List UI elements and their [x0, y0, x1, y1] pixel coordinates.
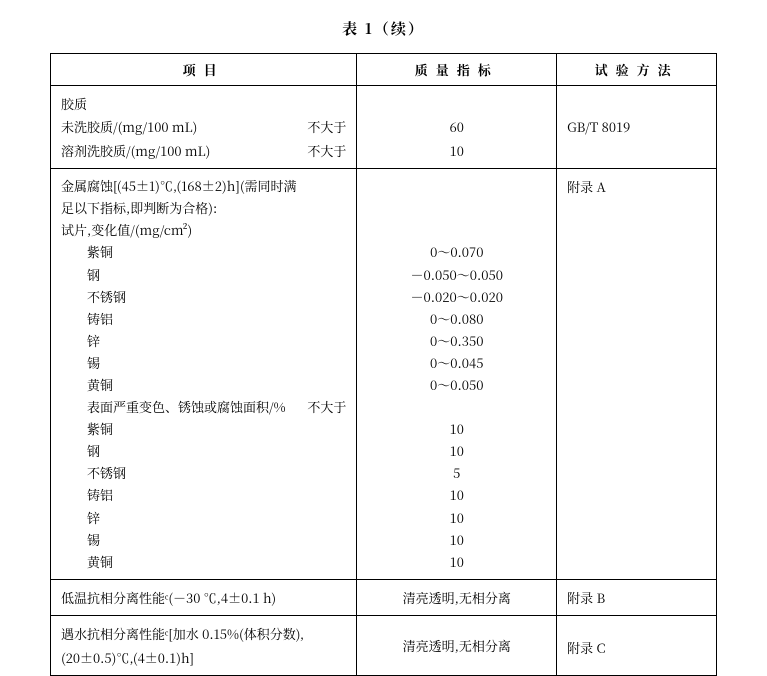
corrosion-value-16: 10 — [367, 529, 546, 551]
corrosion-item-6: 铸铝 — [61, 308, 113, 330]
corrosion-item-0: 金属腐蚀[(45±1)℃,(168±2)h](需同时满 — [61, 175, 297, 197]
corrosion-item-5: 不锈钢 — [61, 286, 126, 308]
row-corrosion: 金属腐蚀[(45±1)℃,(168±2)h](需同时满足以下指标,即判断为合格)… — [51, 169, 717, 580]
corrosion-value-12: 10 — [367, 440, 546, 462]
corrosion-item-10: 表面严重变色、锈蚀或腐蚀面积/% — [61, 396, 286, 418]
corrosion-item-9: 黄铜 — [61, 374, 113, 396]
corrosion-item-7: 锌 — [61, 330, 100, 352]
corrosion-item-16: 锡 — [61, 529, 100, 551]
corrosion-value-2 — [367, 219, 546, 241]
corrosion-item-2: 试片,变化值/(mg/cm²) — [61, 219, 192, 241]
gum-unwashed-label: 未洗胶质/(mg/100 mL) — [61, 115, 197, 138]
corrosion-value-4: －0.050～0.050 — [367, 264, 546, 286]
corrosion-item-17: 黄铜 — [61, 551, 113, 573]
water-method: 附录 C — [567, 638, 605, 657]
row-gum: 胶质 未洗胶质/(mg/100 mL) 不大于 溶剂洗胶质/(mg/100 mL… — [51, 86, 717, 169]
corrosion-value-1 — [367, 197, 546, 219]
gum-unwashed-qualifier: 不大于 — [307, 115, 346, 138]
corrosion-value-8: 0～0.045 — [367, 352, 546, 374]
corrosion-value-10 — [367, 396, 546, 418]
corrosion-item-11: 紫铜 — [61, 418, 113, 440]
header-value: 质量指标 — [357, 54, 557, 86]
corrosion-item-10-qualifier: 不大于 — [307, 396, 346, 418]
corrosion-value-3: 0～0.070 — [367, 241, 546, 263]
corrosion-item-15: 锌 — [61, 507, 100, 529]
corrosion-item-1: 足以下指标,即判断为合格): — [61, 197, 217, 219]
header-method: 试验方法 — [557, 54, 717, 86]
spec-table: 项目 质量指标 试验方法 胶质 未洗胶质/(mg/100 mL) 不大于 溶剂 — [50, 53, 717, 676]
corrosion-item-12: 钢 — [61, 440, 100, 462]
corrosion-value-15: 10 — [367, 507, 546, 529]
corrosion-value-5: －0.020～0.020 — [367, 286, 546, 308]
corrosion-value-7: 0～0.350 — [367, 330, 546, 352]
corrosion-value-14: 10 — [367, 484, 546, 506]
table-caption: 表 1（续） — [50, 18, 717, 39]
corrosion-item-13: 不锈钢 — [61, 462, 126, 484]
lowtemp-method: 附录 B — [567, 586, 706, 609]
row-lowtemp: 低温抗相分离性能ᶜ(－30 ℃,4±0.1 h) 清亮透明,无相分离 附录 B — [51, 579, 717, 615]
gum-solventwashed-value: 10 — [367, 139, 546, 162]
corrosion-item-3: 紫铜 — [61, 241, 113, 263]
gum-solventwashed-label: 溶剂洗胶质/(mg/100 mL) — [61, 139, 210, 162]
header-item: 项目 — [51, 54, 357, 86]
header-row: 项目 质量指标 试验方法 — [51, 54, 717, 86]
water-label-line2: (20±0.5)℃,(4±0.1)h] — [61, 646, 194, 669]
gum-unwashed-value: 60 — [367, 115, 546, 138]
water-value: 清亮透明,无相分离 — [403, 636, 511, 655]
corrosion-item-14: 铸铝 — [61, 484, 113, 506]
corrosion-value-11: 10 — [367, 418, 546, 440]
lowtemp-value: 清亮透明,无相分离 — [367, 586, 546, 609]
gum-method: GB/T 8019 — [567, 115, 706, 138]
water-label-line1: 遇水抗相分离性能ᶜ[加水 0.15%(体积分数), — [61, 622, 304, 645]
corrosion-item-4: 钢 — [61, 264, 100, 286]
corrosion-value-13: 5 — [367, 462, 546, 484]
gum-label: 胶质 — [61, 92, 87, 115]
gum-solventwashed-qualifier: 不大于 — [307, 139, 346, 162]
corrosion-item-8: 锡 — [61, 352, 100, 374]
corrosion-method: 附录 A — [567, 175, 606, 198]
corrosion-value-6: 0～0.080 — [367, 308, 546, 330]
corrosion-value-0 — [367, 175, 546, 197]
lowtemp-label: 低温抗相分离性能ᶜ(－30 ℃,4±0.1 h) — [61, 586, 276, 609]
corrosion-value-17: 10 — [367, 551, 546, 573]
corrosion-value-9: 0～0.050 — [367, 374, 546, 396]
row-water: 遇水抗相分离性能ᶜ[加水 0.15%(体积分数), (20±0.5)℃,(4±0… — [51, 616, 717, 676]
